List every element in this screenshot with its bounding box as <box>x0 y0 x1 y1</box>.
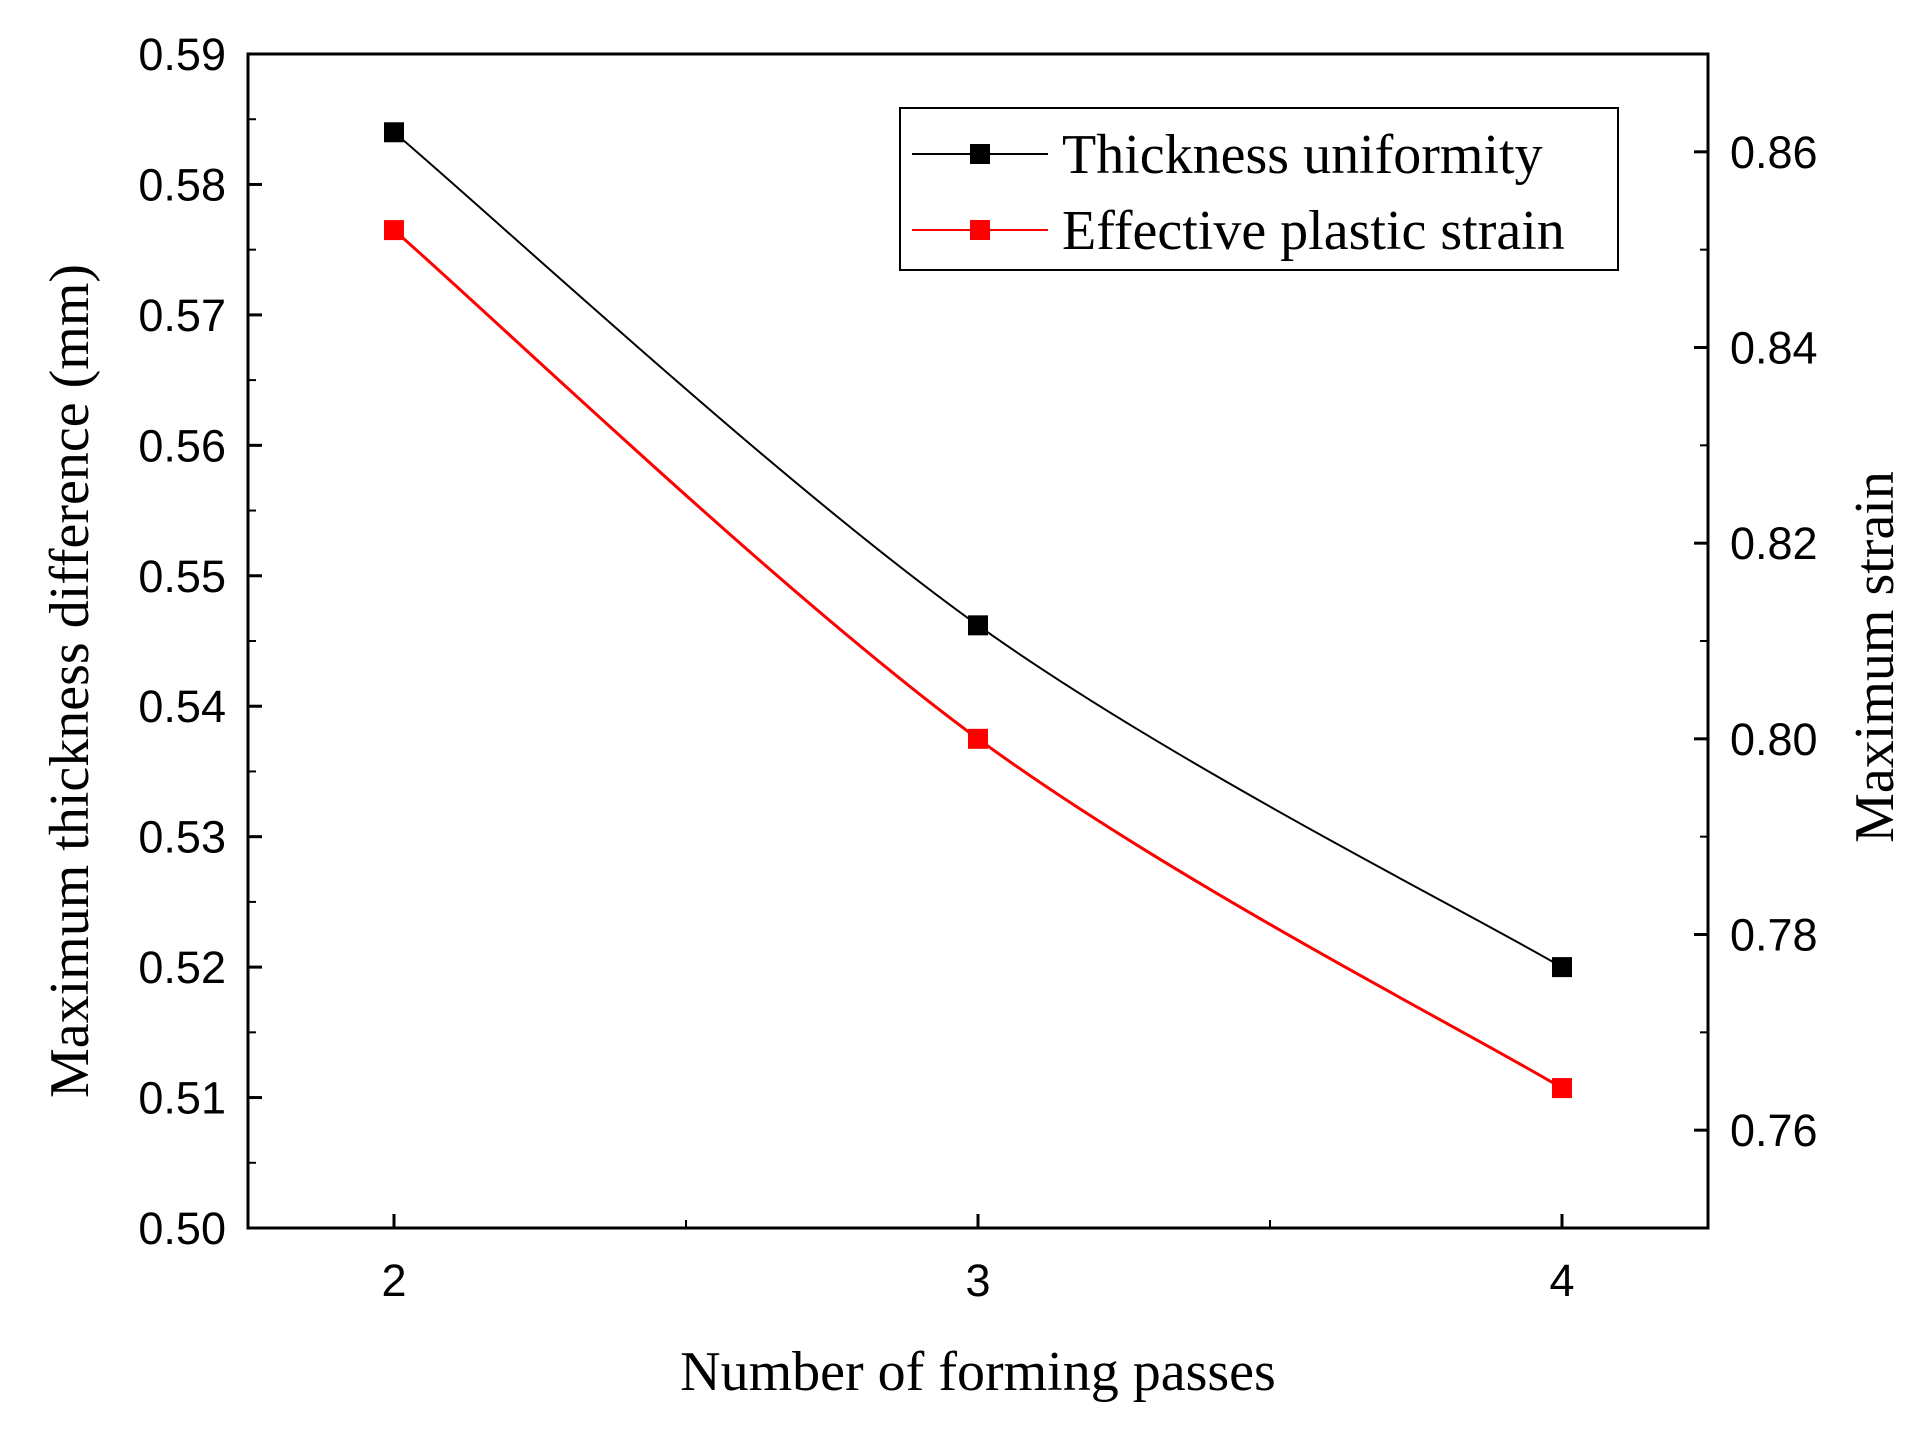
y-tick-label: 0.56 <box>138 420 226 471</box>
series-layer <box>384 122 1572 1099</box>
data-point-thickness-uniformity <box>968 615 988 636</box>
plot-frame <box>246 52 1710 1230</box>
y-tick-label: 0.53 <box>138 812 226 863</box>
y2-tick-label: 0.78 <box>1730 910 1818 961</box>
y-axis-title: Maximum thickness difference (mm) <box>39 264 101 1098</box>
data-point-effective-plastic-strain <box>384 220 404 241</box>
legend: Thickness uniformity Effective plastic s… <box>899 107 1619 271</box>
x-tick-label: 3 <box>965 1255 990 1306</box>
y-tick-label: 0.52 <box>138 942 226 993</box>
x-tick-label: 2 <box>381 1255 406 1306</box>
tick-labels: 0.50 0.51 0.52 0.53 0.54 0.55 0.56 0.57 0.58 0.59… <box>138 29 1817 1306</box>
y-tick-label: 0.54 <box>138 681 226 732</box>
y-tick-label: 0.51 <box>138 1073 226 1124</box>
data-point-effective-plastic-strain <box>968 728 988 749</box>
x-axis-title: Number of forming passes <box>680 1341 1276 1403</box>
legend-box <box>899 107 1619 271</box>
y-tick-label: 0.59 <box>138 29 226 80</box>
data-point-thickness-uniformity <box>1552 957 1572 978</box>
legend-marker-effective-plastic-strain <box>970 220 990 240</box>
data-point-thickness-uniformity <box>384 122 404 143</box>
y2-tick-label: 0.82 <box>1730 518 1818 569</box>
legend-marker-thickness-uniformity <box>970 144 990 164</box>
y-tick-label: 0.58 <box>138 159 226 210</box>
y2-tick-label: 0.80 <box>1730 714 1818 765</box>
x-tick-label: 4 <box>1549 1255 1574 1306</box>
y-tick-label: 0.50 <box>138 1203 226 1254</box>
legend-label-thickness-uniformity: Thickness uniformity <box>1062 124 1543 186</box>
y-tick-label: 0.55 <box>138 551 226 602</box>
legend-label-effective-plastic-strain: Effective plastic strain <box>1062 200 1565 262</box>
y-tick-label: 0.57 <box>138 290 226 341</box>
y2-tick-label: 0.76 <box>1730 1105 1818 1156</box>
y2-tick-label: 0.86 <box>1730 127 1818 178</box>
y2-axis-title: Maximum strain <box>1844 471 1906 843</box>
data-point-effective-plastic-strain <box>1552 1078 1572 1099</box>
series-line-effective-plastic-strain <box>393 228 1563 1090</box>
y2-tick-label: 0.84 <box>1730 323 1818 374</box>
